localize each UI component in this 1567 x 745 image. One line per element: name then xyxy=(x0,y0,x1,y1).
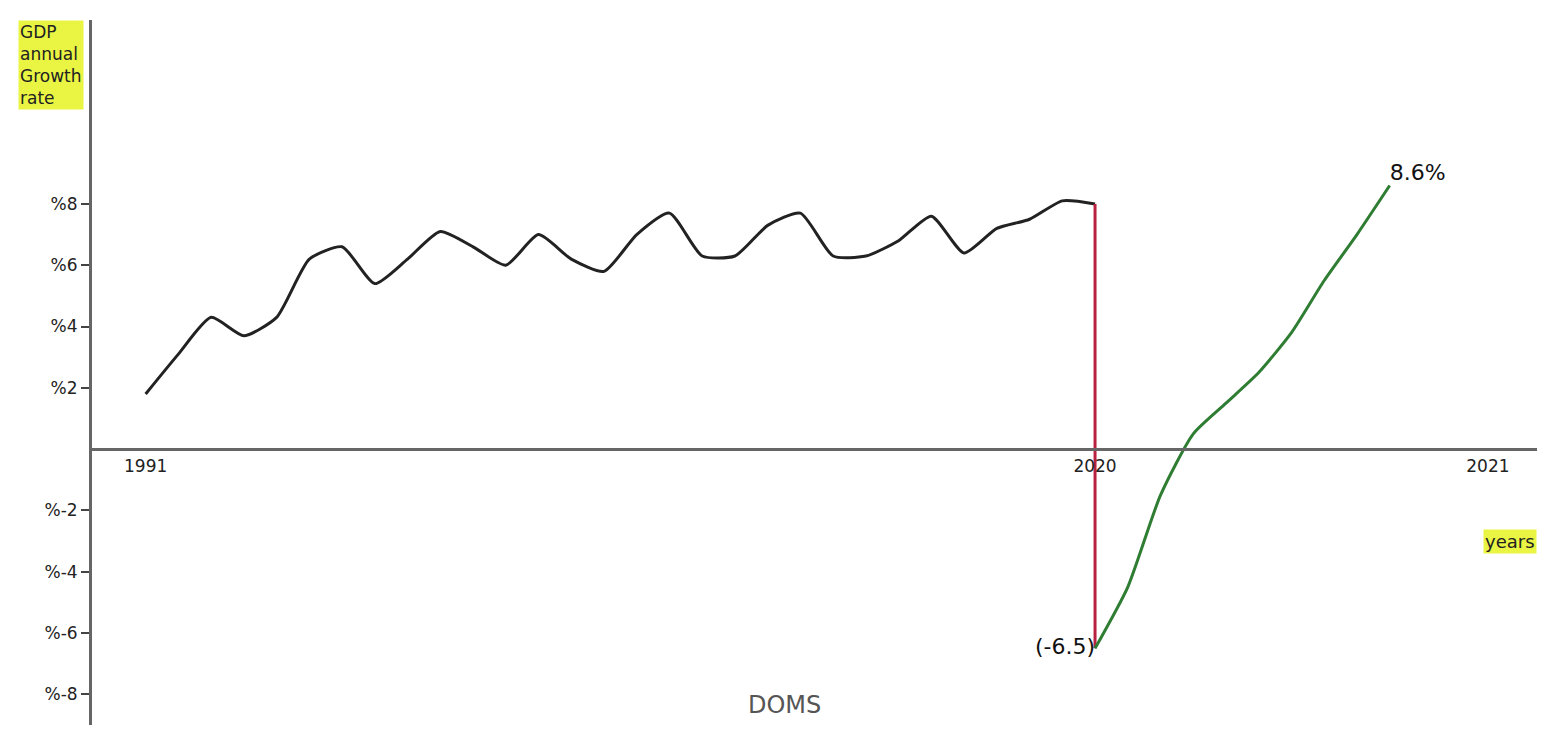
svg-text:%8: %8 xyxy=(51,194,78,214)
svg-text:%-6: %-6 xyxy=(44,623,77,643)
svg-text:%6: %6 xyxy=(51,255,78,275)
svg-text:(-6.5): (-6.5) xyxy=(1035,634,1095,659)
svg-text:%4: %4 xyxy=(51,316,78,336)
svg-text:DOMS: DOMS xyxy=(748,691,821,719)
svg-text:years: years xyxy=(1485,531,1535,552)
svg-text:2021: 2021 xyxy=(1466,456,1509,476)
svg-text:GDPannualGrowthrate: GDPannualGrowthrate xyxy=(20,22,82,108)
svg-text:8.6%: 8.6% xyxy=(1390,160,1446,185)
svg-text:%-2: %-2 xyxy=(44,500,77,520)
svg-text:%-8: %-8 xyxy=(44,684,77,704)
svg-text:1991: 1991 xyxy=(124,456,167,476)
svg-text:%2: %2 xyxy=(51,378,78,398)
svg-text:2020: 2020 xyxy=(1073,456,1116,476)
svg-text:%-4: %-4 xyxy=(44,562,77,582)
